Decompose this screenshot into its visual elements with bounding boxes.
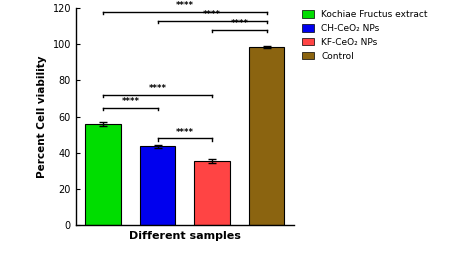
Text: ****: **** (230, 19, 248, 28)
Text: ****: **** (176, 128, 194, 137)
Text: ****: **** (149, 85, 166, 94)
Bar (194, 161, 230, 225)
Text: ****: **** (176, 1, 194, 10)
Text: ****: **** (203, 10, 221, 19)
Legend: Kochiae Fructus extract, CH-CeO₂ NPs, KF-CeO₂ NPs, Control: Kochiae Fructus extract, CH-CeO₂ NPs, KF… (301, 8, 429, 63)
Bar (249, 47, 284, 225)
Bar (140, 147, 175, 225)
Text: ****: **** (121, 97, 139, 106)
Y-axis label: Percent Cell viability: Percent Cell viability (37, 55, 47, 178)
X-axis label: Different samples: Different samples (129, 231, 241, 241)
Bar (85, 124, 121, 225)
